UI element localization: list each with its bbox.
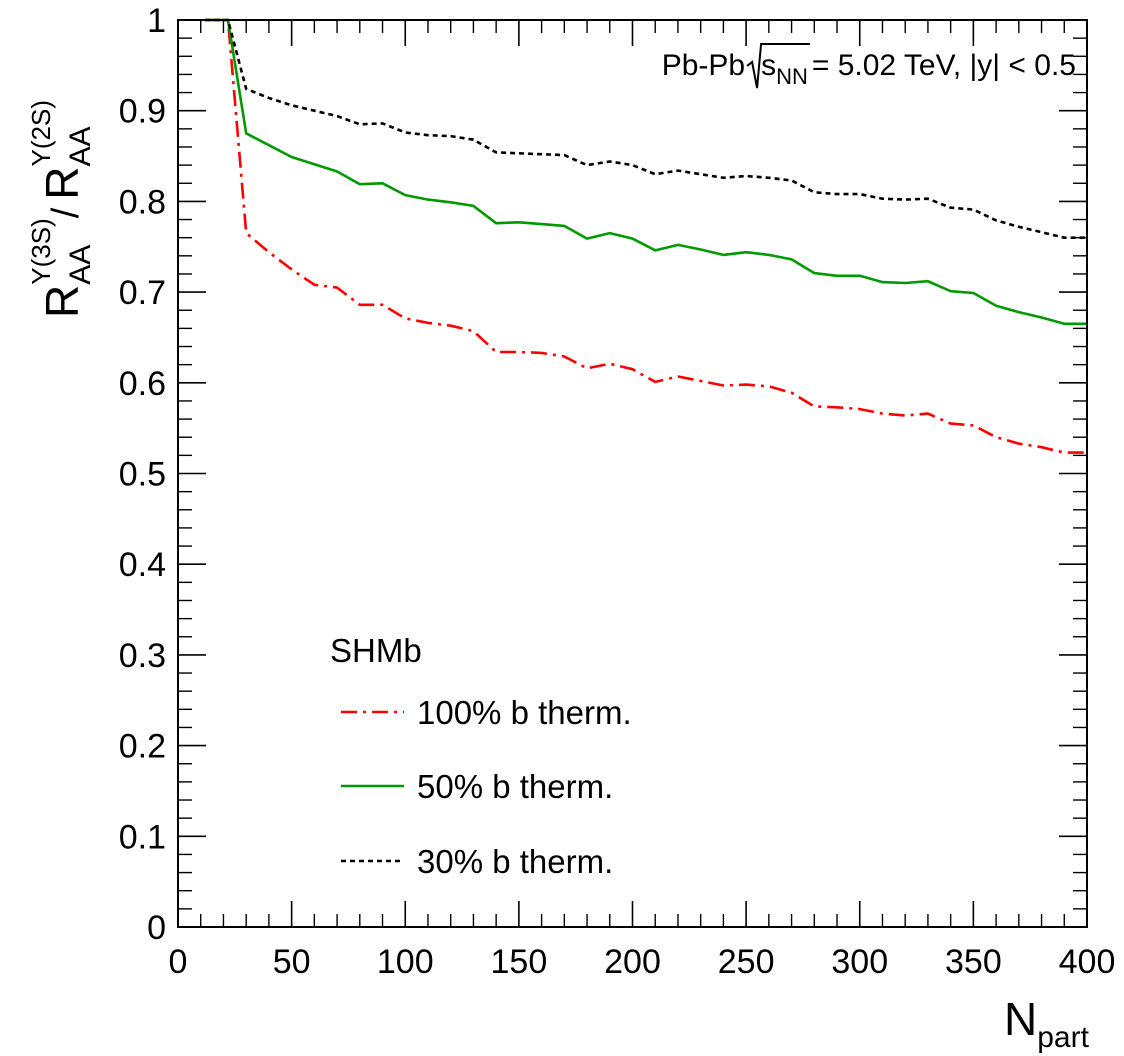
annotation-suffix: = 5.02 TeV, |y| < 0.5 xyxy=(812,49,1076,82)
plot-area-border xyxy=(177,19,1088,928)
series-line-3 xyxy=(205,18,1087,239)
legend-header: SHMb xyxy=(330,632,422,669)
sqrt-icon xyxy=(746,43,810,89)
y-tick-label: 0 xyxy=(147,909,166,947)
series-line-2 xyxy=(205,18,1087,326)
series-line-1 xyxy=(205,18,1087,454)
x-tick-label: 0 xyxy=(169,943,188,981)
y-tick-label: 0.1 xyxy=(119,818,166,856)
y-tick-label: 0.8 xyxy=(119,183,166,221)
y-tick-label: 0.6 xyxy=(119,365,166,403)
legend: SHMb 100% b therm. 50% b therm. 30% b ther… xyxy=(330,632,632,880)
y-tick-label: 0.7 xyxy=(119,274,166,312)
x-tick-label: 250 xyxy=(718,943,775,981)
y-tick-label: 0.9 xyxy=(119,93,166,131)
x-axis-title: Npart xyxy=(1004,993,1090,1054)
y-tick-label: 0.4 xyxy=(119,546,166,584)
x-tick-label: 400 xyxy=(1059,943,1116,981)
legend-label-3: 30% b therm. xyxy=(417,843,613,880)
x-tick-label: 200 xyxy=(604,943,661,981)
y-axis-title: RAAΥ(3S)/RAAΥ(2S) xyxy=(26,100,97,318)
plot-frame xyxy=(177,19,1088,928)
annotation-prefix: Pb-Pb xyxy=(662,49,745,82)
y-tick-label: 0.2 xyxy=(119,728,166,766)
legend-label-2: 50% b therm. xyxy=(417,768,613,805)
series-lines xyxy=(205,18,1087,454)
x-tick-label: 300 xyxy=(831,943,888,981)
legend-label-1: 100% b therm. xyxy=(417,694,632,731)
y-tick-label: 0.3 xyxy=(119,637,166,675)
x-tick-label: 50 xyxy=(273,943,311,981)
energy-annotation: Pb-Pb sNN = 5.02 TeV, |y| < 0.5 xyxy=(662,43,1076,89)
x-tick-label: 150 xyxy=(491,943,548,981)
y-tick-label: 0.5 xyxy=(119,456,166,494)
axes: 0 50 100 150 200 250 300 350 400 0 0.1 0.2 0.3 0.4 0.5… xyxy=(119,2,1116,981)
x-tick-label: 350 xyxy=(945,943,1002,981)
x-tick-label: 100 xyxy=(377,943,434,981)
y-tick-label: 1 xyxy=(147,2,166,40)
annotation-radicand: sNN xyxy=(761,49,808,89)
